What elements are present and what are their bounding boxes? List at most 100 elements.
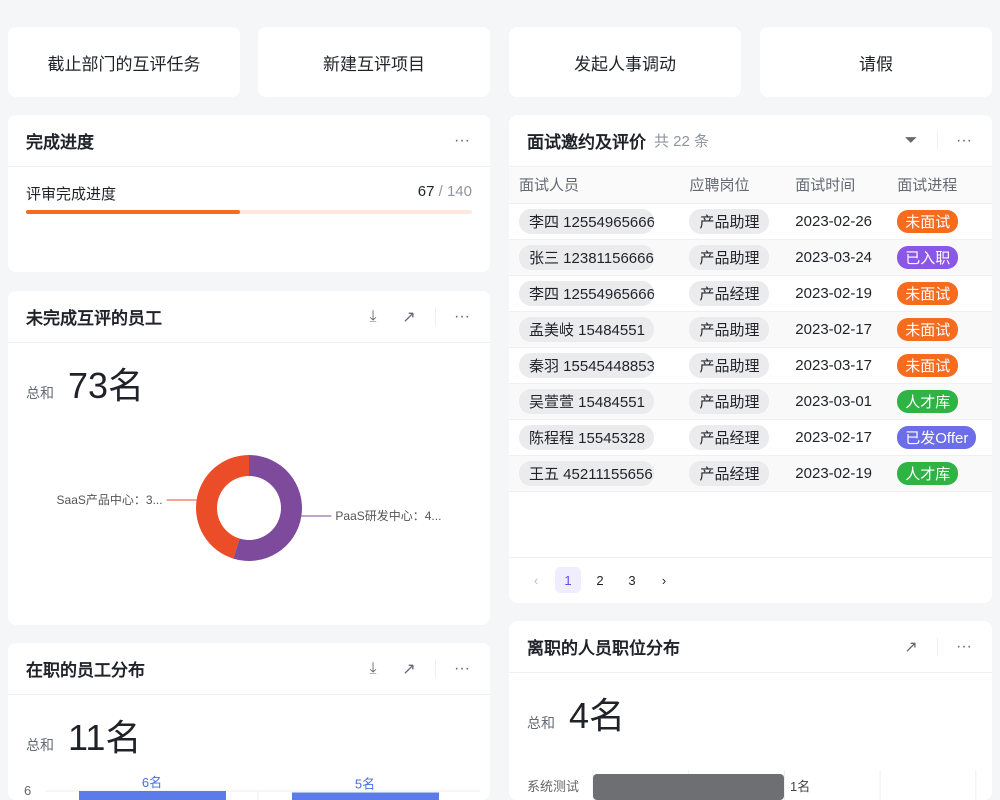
status-badge: 已发Offer xyxy=(897,425,977,449)
progress-fill xyxy=(26,210,240,214)
total-value: 73名 xyxy=(68,365,145,406)
interview-card: 面试邀约及评价共 22 条 ⏷ ··· 面试人员 应聘岗位 面试时间 面试进程 李四 12… xyxy=(509,115,992,603)
cell-person: 陈程程 15545328 xyxy=(509,419,680,456)
table-row[interactable]: 张三 12381156666 产品助理 2023-03-24 已入职 xyxy=(509,239,992,276)
person-chip: 李四 12554965666 xyxy=(519,280,654,306)
person-chip: 张三 12381156666 xyxy=(519,244,654,270)
download-icon[interactable]: ⤓ xyxy=(369,659,377,677)
total-value: 4名 xyxy=(569,695,626,736)
leave-bar-chart: 系统测试 1名 xyxy=(527,770,977,800)
quick-action-1[interactable]: 截止部门的互评任务 xyxy=(8,27,240,97)
total-label: 总和 xyxy=(26,737,54,753)
person-chip: 李四 12554965666 xyxy=(519,208,654,234)
status-badge: 未面试 xyxy=(897,353,959,377)
next-page-icon[interactable]: › xyxy=(661,572,667,588)
table-row[interactable]: 吴萱萱 15484551 产品助理 2023-03-01 人才库 xyxy=(509,383,992,420)
progress-row: 评审完成进度 67 / 140 xyxy=(8,167,490,204)
cell-status: 未面试 xyxy=(887,347,992,384)
total-value: 11名 xyxy=(68,717,142,758)
progress-label: 评审完成进度 xyxy=(26,186,117,203)
cell-position: 产品助理 xyxy=(679,311,786,348)
donut-slice[interactable] xyxy=(233,455,302,561)
column-header: 面试人员 xyxy=(509,167,680,204)
position-chip: 产品经理 xyxy=(689,424,770,450)
table-row[interactable]: 王五 45211155656 产品经理 2023-02-19 人才库 xyxy=(509,455,992,492)
page-1[interactable]: 1 xyxy=(555,567,581,593)
cell-position: 产品经理 xyxy=(679,419,786,456)
progress-done: 67 xyxy=(417,183,435,200)
person-chip: 陈程程 15545328 xyxy=(519,424,654,450)
cell-position: 产品经理 xyxy=(679,275,786,312)
employee-card: 在职的员工分布 ⤓ ↗ ··· 总和 11名 6 6名 5名 xyxy=(8,643,490,800)
employee-bar-chart: 6 6名 5名 xyxy=(24,775,480,800)
cell-position: 产品助理 xyxy=(679,383,786,420)
cell-date: 2023-03-24 xyxy=(785,239,888,276)
interview-table: 面试人员 应聘岗位 面试时间 面试进程 李四 12554965666 产品助理 2023… xyxy=(509,167,992,492)
expand-icon[interactable]: ↗ xyxy=(402,660,416,678)
table-row[interactable]: 李四 12554965666 产品助理 2023-02-26 未面试 xyxy=(509,203,992,240)
status-badge: 未面试 xyxy=(897,317,959,341)
more-icon[interactable]: ··· xyxy=(454,131,470,149)
more-icon[interactable]: ··· xyxy=(454,307,470,325)
page-3[interactable]: 3 xyxy=(628,572,636,588)
slice-label: SaaS产品中心：3... xyxy=(57,492,163,507)
expand-icon[interactable]: ↗ xyxy=(904,638,918,656)
cell-date: 2023-02-19 xyxy=(785,455,888,492)
progress-total: 140 xyxy=(446,183,472,200)
cell-date: 2023-03-01 xyxy=(785,383,888,420)
status-badge: 人才库 xyxy=(897,389,959,413)
quick-action-4[interactable]: 请假 xyxy=(760,27,992,97)
table-row[interactable]: 陈程程 15545328 产品经理 2023-02-17 已发Offer xyxy=(509,419,992,456)
page-2[interactable]: 2 xyxy=(596,572,604,588)
cell-position: 产品助理 xyxy=(679,347,786,384)
expand-icon[interactable]: ↗ xyxy=(402,308,416,326)
cell-status: 未面试 xyxy=(887,203,992,240)
person-chip: 孟美岐 15484551 xyxy=(519,316,654,342)
table-row[interactable]: 孟美岐 15484551 产品助理 2023-02-17 未面试 xyxy=(509,311,992,348)
person-chip: 吴萱萱 15484551 xyxy=(519,388,654,414)
leave-card: 离职的人员职位分布 ↗ ··· 总和 4名 系统测试 1名 xyxy=(509,621,992,800)
table-row[interactable]: 秦羽 15545448853 产品助理 2023-03-17 未面试 xyxy=(509,347,992,384)
bar[interactable] xyxy=(292,792,439,800)
table-row[interactable]: 李四 12554965666 产品经理 2023-02-19 未面试 xyxy=(509,275,992,312)
quick-action-2[interactable]: 新建互评项目 xyxy=(258,27,490,97)
progress-bar xyxy=(26,210,472,214)
cell-status: 人才库 xyxy=(887,383,992,420)
status-badge: 未面试 xyxy=(897,209,959,233)
cell-person: 李四 12554965666 xyxy=(509,203,680,240)
cell-status: 未面试 xyxy=(887,275,992,312)
position-chip: 产品经理 xyxy=(689,280,770,306)
more-icon[interactable]: ··· xyxy=(956,637,972,655)
donut-chart: PaaS研发中心：4... SaaS产品中心：3... xyxy=(57,455,441,561)
prev-page-icon[interactable]: ‹ xyxy=(533,572,539,588)
status-badge: 未面试 xyxy=(897,281,959,305)
cell-person: 秦羽 15545448853 xyxy=(509,347,680,384)
position-chip: 产品助理 xyxy=(689,352,770,378)
y-tick: 6 xyxy=(24,783,31,798)
card-title: 离职的人员职位分布 xyxy=(527,639,680,658)
filter-icon[interactable]: ⏷ xyxy=(904,131,918,149)
cell-date: 2023-02-26 xyxy=(785,203,888,240)
quick-action-3[interactable]: 发起人事调动 xyxy=(509,27,741,97)
cell-person: 孟美岐 15484551 xyxy=(509,311,680,348)
more-icon[interactable]: ··· xyxy=(956,131,972,149)
more-icon[interactable]: ··· xyxy=(454,659,470,677)
unfinished-card: 未完成互评的员工 ⤓ ↗ ··· 总和 73名 PaaS研发中心：4... SaaS产品… xyxy=(8,291,490,625)
cell-status: 人才库 xyxy=(887,455,992,492)
person-chip: 秦羽 15545448853 xyxy=(519,352,654,378)
cell-position: 产品助理 xyxy=(679,239,786,276)
card-title: 在职的员工分布 xyxy=(26,661,145,680)
record-count: 共 22 条 xyxy=(654,133,710,150)
cell-date: 2023-02-19 xyxy=(785,275,888,312)
column-header: 面试进程 xyxy=(887,167,992,204)
bar[interactable] xyxy=(79,791,226,800)
bar-label: 1名 xyxy=(790,779,810,794)
download-icon[interactable]: ⤓ xyxy=(369,307,377,325)
position-chip: 产品助理 xyxy=(689,316,770,342)
position-chip: 产品助理 xyxy=(689,244,770,270)
bar[interactable] xyxy=(593,774,784,800)
category-label: 系统测试 xyxy=(527,779,579,794)
cell-status: 未面试 xyxy=(887,311,992,348)
cell-person: 王五 45211155656 xyxy=(509,455,680,492)
donut-slice[interactable] xyxy=(195,455,249,559)
